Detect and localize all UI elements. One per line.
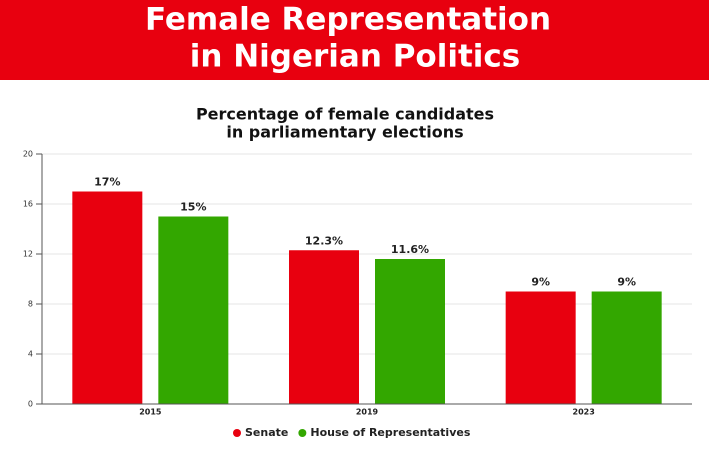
- y-tick-label: 16: [23, 200, 33, 209]
- x-tick-label: 2015: [139, 408, 162, 417]
- legend-label: Senate: [245, 426, 288, 439]
- bar: [72, 191, 143, 404]
- header-banner: [0, 0, 709, 80]
- value-label: 17%: [94, 176, 120, 189]
- legend-label: House of Representatives: [310, 426, 470, 439]
- bar: [505, 291, 576, 404]
- legend-marker: [233, 429, 241, 437]
- value-label: 12.3%: [305, 234, 343, 247]
- header-title: Female Representation: [145, 2, 551, 38]
- y-tick-label: 8: [28, 300, 33, 309]
- bar: [375, 259, 445, 404]
- chart-title: Percentage of female candidates: [196, 105, 494, 124]
- x-tick-label: 2019: [356, 408, 379, 417]
- value-label: 11.6%: [391, 243, 429, 256]
- chart-title: in parliamentary elections: [226, 123, 463, 142]
- legend-marker: [298, 429, 307, 437]
- y-tick-label: 4: [28, 350, 33, 359]
- y-tick-label: 20: [23, 150, 33, 159]
- bar: [289, 250, 359, 404]
- bar: [591, 291, 662, 404]
- bar: [158, 216, 229, 404]
- y-tick-label: 0: [28, 400, 33, 409]
- value-label: 9%: [531, 276, 550, 289]
- value-label: 9%: [617, 276, 636, 289]
- x-tick-label: 2023: [573, 408, 595, 417]
- value-label: 15%: [180, 201, 206, 214]
- header-title: in Nigerian Politics: [190, 39, 521, 75]
- y-tick-label: 12: [23, 250, 33, 259]
